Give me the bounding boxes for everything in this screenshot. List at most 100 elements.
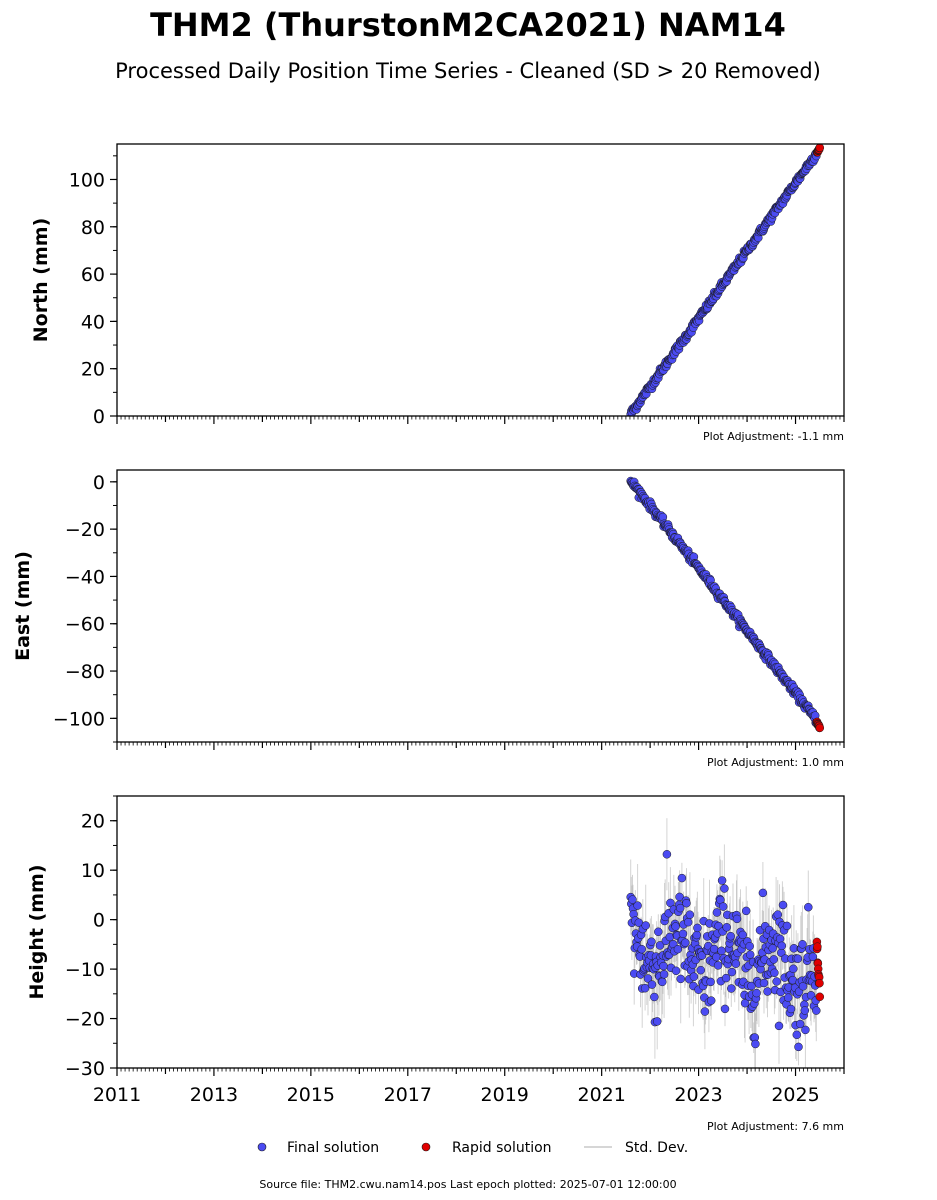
y-tick-label: −10 (65, 959, 105, 981)
final-point (783, 993, 793, 1002)
final-point (726, 931, 735, 941)
final-point (641, 921, 650, 930)
final-point (677, 873, 687, 883)
y-tick-label: −100 (53, 708, 105, 730)
final-point (706, 977, 715, 987)
final-point (637, 944, 646, 954)
final-point (643, 974, 653, 983)
final-point (782, 921, 792, 931)
final-point (793, 954, 803, 963)
final-point (732, 914, 742, 924)
chart-title: THM2 (ThurstonM2CA2021) NAM14 (150, 6, 786, 44)
x-tick-label: 2023 (674, 1084, 722, 1106)
plot-adjustment: Plot Adjustment: 7.6 mm (707, 1120, 844, 1133)
final-point (659, 970, 669, 979)
legend-final-label: Final solution (287, 1140, 379, 1156)
final-point (662, 850, 672, 859)
legend-std-label: Std. Dev. (625, 1140, 688, 1156)
legend-rapid-label: Rapid solution (452, 1140, 552, 1156)
final-point (794, 1042, 803, 1052)
y-tick-label: 10 (81, 860, 105, 882)
final-point (700, 1007, 710, 1016)
final-point (798, 982, 808, 991)
final-point (647, 937, 656, 946)
final-point (745, 950, 755, 959)
final-point (808, 952, 818, 962)
y-tick-label: 20 (81, 359, 105, 381)
final-point (769, 955, 779, 964)
x-tick-label: 2015 (287, 1084, 335, 1106)
y-axis-label: North (mm) (30, 218, 52, 343)
final-point (659, 961, 668, 971)
final-point (773, 910, 783, 919)
plot-adjustment: Plot Adjustment: 1.0 mm (707, 756, 844, 769)
plot-area (626, 144, 825, 416)
final-point (745, 941, 754, 951)
y-tick-label: −80 (65, 661, 105, 683)
final-point (709, 944, 719, 954)
footer-source: Source file: THM2.cwu.nam14.pos Last epo… (259, 1178, 676, 1191)
final-point (717, 946, 726, 956)
y-tick-label: 60 (81, 264, 105, 286)
rapid-point (815, 978, 824, 988)
final-point (718, 902, 728, 911)
final-point (786, 1004, 796, 1014)
final-point (740, 998, 750, 1008)
legend-final-marker (257, 1142, 267, 1152)
final-point (693, 923, 702, 933)
y-tick-label: 0 (93, 910, 105, 932)
panel-frame (116, 143, 845, 417)
final-point (671, 922, 680, 931)
final-point (655, 941, 665, 950)
y-tick-label: −60 (65, 614, 105, 636)
final-point (633, 901, 642, 910)
final-point (741, 906, 751, 916)
x-tick-label: 2011 (93, 1084, 141, 1106)
rapid-point (815, 992, 825, 1002)
final-point (712, 908, 722, 917)
rapid-point (813, 942, 822, 951)
final-point (628, 895, 637, 904)
final-point (685, 910, 695, 919)
final-point (717, 876, 727, 885)
final-point (696, 965, 706, 975)
chart-subtitle: Processed Daily Position Time Series - C… (115, 59, 821, 83)
plot-area (626, 818, 825, 1068)
final-point (727, 967, 737, 977)
final-point (759, 978, 769, 988)
final-point (650, 992, 659, 1002)
final-point (706, 996, 716, 1005)
final-point (727, 984, 736, 993)
x-tick-label: 2025 (771, 1084, 819, 1106)
final-point (792, 1030, 802, 1040)
final-point (731, 959, 741, 968)
x-tick-label: 2019 (481, 1084, 529, 1106)
rapid-point (815, 723, 825, 733)
final-point (720, 1004, 730, 1014)
rapid-point (815, 144, 825, 152)
final-point (681, 938, 690, 947)
final-point (721, 973, 731, 983)
plot-adjustment: Plot Adjustment: -1.1 mm (703, 430, 844, 443)
x-tick-label: 2021 (577, 1084, 625, 1106)
final-point (673, 944, 683, 954)
final-point (804, 902, 813, 912)
panel-2: 20 10 0 −10 −20 −30 2011 2013 2015 2017 2019 2021 20… (26, 795, 845, 1133)
final-point (683, 917, 693, 927)
final-point (777, 941, 787, 951)
y-tick-label: −20 (65, 1009, 105, 1031)
final-point (778, 900, 788, 910)
y-tick-label: 0 (93, 472, 105, 494)
final-point (770, 968, 779, 978)
y-tick-label: 0 (93, 406, 105, 428)
y-tick-label: 20 (81, 811, 105, 833)
final-point (812, 1006, 821, 1015)
final-point (675, 903, 685, 913)
x-tick-label: 2013 (190, 1084, 238, 1106)
panel-0: 0 20 40 60 80 100 North (mm) Plot Adjustment: -… (30, 143, 845, 443)
y-tick-label: 100 (69, 169, 105, 191)
plot-area (626, 476, 825, 733)
panel-1: 0 −20 −40 −60 −80 −100 East (mm) Plot Adjustmen… (12, 469, 845, 769)
final-point (795, 1019, 805, 1029)
